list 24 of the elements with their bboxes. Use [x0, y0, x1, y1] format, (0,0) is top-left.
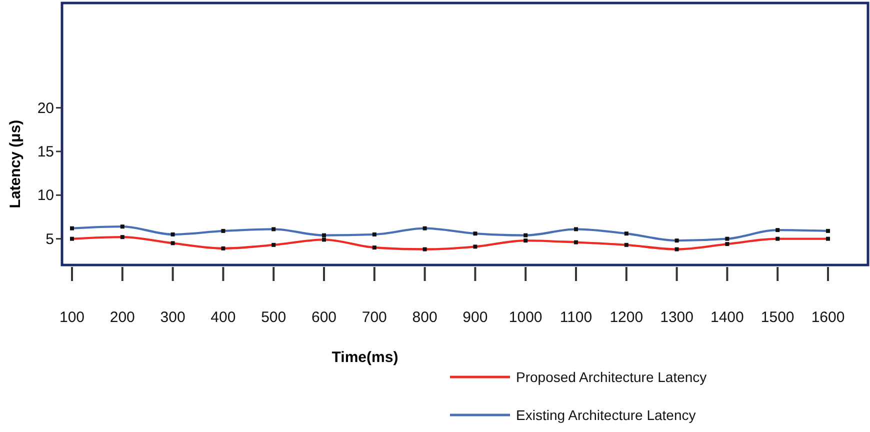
x-tick-label: 1000	[508, 309, 542, 326]
x-tick-label: 1600	[811, 309, 845, 326]
y-tick-label: 15	[37, 143, 54, 160]
x-tick-label: 1300	[660, 309, 694, 326]
x-tick-label: 1400	[710, 309, 744, 326]
y-tick-label: 5	[46, 230, 54, 248]
x-tick-label: 600	[311, 309, 337, 326]
x-tick-label: 900	[462, 309, 488, 326]
x-tick-label: 500	[261, 309, 286, 326]
x-tick-label: 200	[110, 309, 135, 326]
x-tick-label: 800	[412, 309, 438, 326]
x-tick-label: 300	[160, 309, 186, 326]
y-tick-label: 20	[37, 100, 54, 117]
y-axis-title: Latency (μs)	[7, 120, 24, 208]
x-tick-label: 700	[362, 309, 387, 326]
legend-label: Existing Architecture Latency	[516, 407, 696, 423]
x-tick-label: 400	[210, 309, 236, 326]
x-tick-label: 1100	[560, 309, 592, 326]
x-tick-label: 1200	[610, 309, 644, 326]
x-tick-label: 1500	[760, 309, 794, 326]
legend-label: Proposed Architecture Latency	[516, 369, 707, 385]
x-tick-label: 100	[59, 309, 85, 326]
y-tick-label: 10	[37, 187, 54, 204]
x-axis-title: Time(ms)	[332, 349, 398, 366]
